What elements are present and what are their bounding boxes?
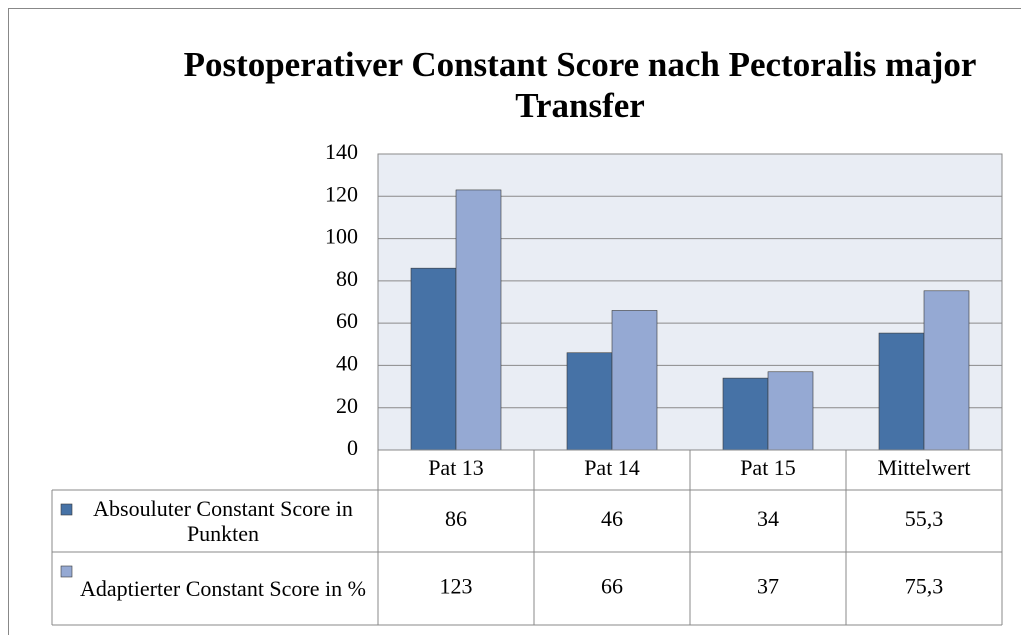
y-tick-label: 60 xyxy=(336,308,358,333)
legend-key xyxy=(60,565,73,578)
data-table-value: 123 xyxy=(440,574,473,599)
bar xyxy=(410,267,457,451)
y-tick-label: 100 xyxy=(325,224,358,249)
bar xyxy=(722,377,769,451)
bar xyxy=(878,332,925,451)
y-tick-label: 20 xyxy=(336,393,358,418)
y-tick-label: 120 xyxy=(325,181,358,206)
data-table-value: 55,3 xyxy=(905,506,944,531)
legend-cell: Adaptierter Constant Score in % xyxy=(80,576,366,601)
data-table-value: 46 xyxy=(601,506,623,531)
bar xyxy=(767,371,814,451)
legend-key xyxy=(60,503,73,516)
title-box: Postoperativer Constant Score nach Pecto… xyxy=(183,45,977,125)
y-tick-label: 0 xyxy=(347,435,358,460)
data-table-value: 66 xyxy=(601,574,623,599)
x-tick-label: Pat 15 xyxy=(740,455,796,480)
legend-label: Adaptierter Constant Score in % xyxy=(80,576,366,601)
y-tick-label: 40 xyxy=(336,350,358,375)
bar xyxy=(923,290,970,451)
legend-cell: Absouluter Constant Score in Punkten xyxy=(93,496,353,546)
frame xyxy=(8,8,1021,635)
y-tick-label: 140 xyxy=(325,139,358,164)
bar xyxy=(611,310,658,451)
data-table-value: 75,3 xyxy=(905,574,944,599)
x-tick-label: Pat 13 xyxy=(428,455,484,480)
x-tick-label: Mittelwert xyxy=(878,455,971,480)
y-tick-label: 80 xyxy=(336,266,358,291)
bar xyxy=(455,189,502,451)
bar xyxy=(566,352,613,451)
chart-title: Postoperativer Constant Score nach Pecto… xyxy=(183,45,977,125)
x-tick-label: Pat 14 xyxy=(584,455,640,480)
data-table-value: 37 xyxy=(757,574,779,599)
data-table-value: 34 xyxy=(757,506,779,531)
legend-label: Absouluter Constant Score in Punkten xyxy=(93,496,353,546)
data-table-value: 86 xyxy=(445,506,467,531)
